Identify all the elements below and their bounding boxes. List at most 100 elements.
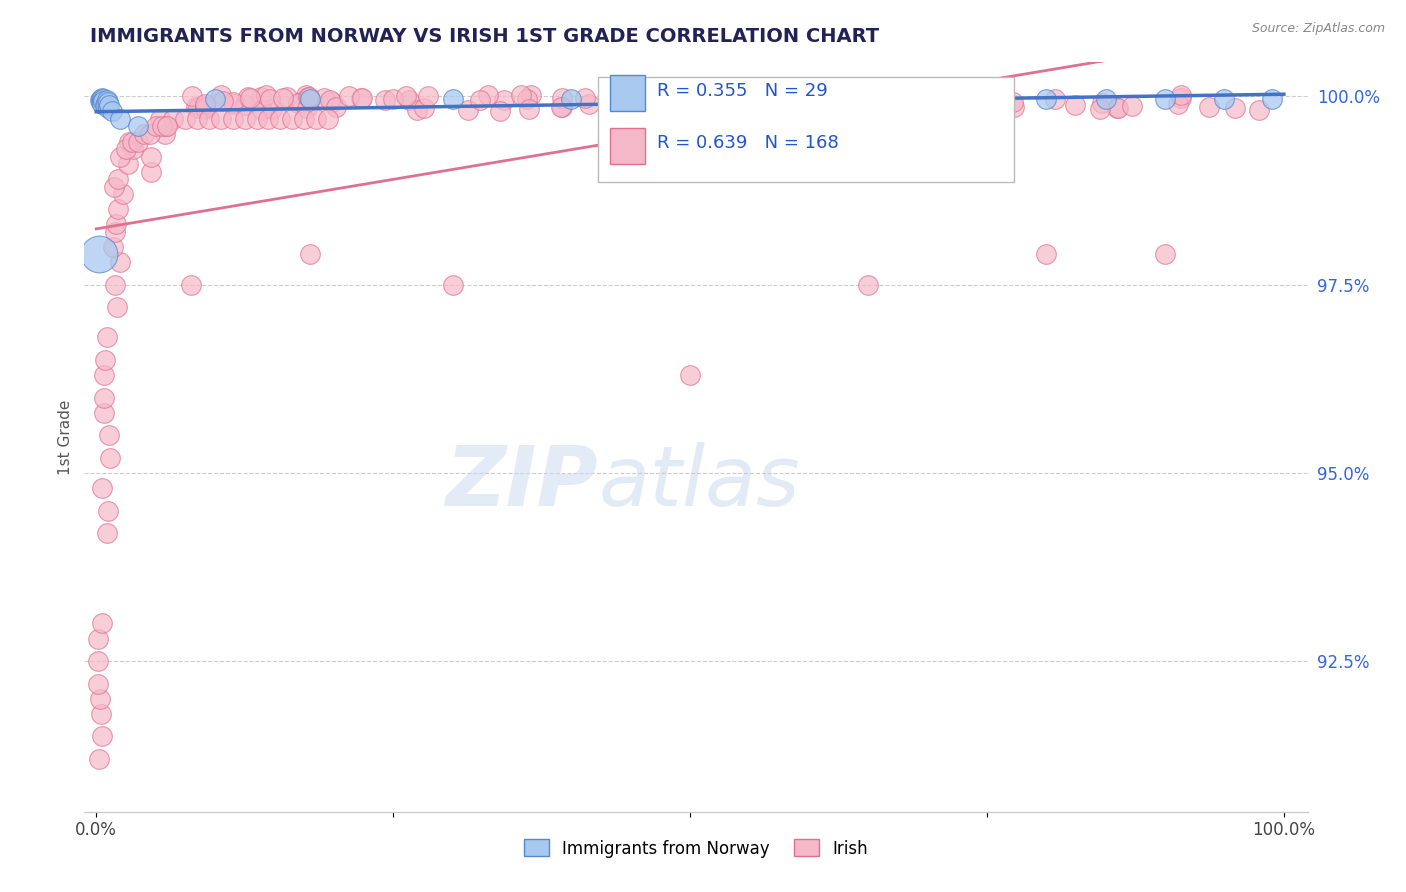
Point xyxy=(250,103,273,117)
Text: Source: ZipAtlas.com: Source: ZipAtlas.com xyxy=(1251,22,1385,36)
Point xyxy=(1154,247,1177,261)
Point xyxy=(117,135,139,149)
Point xyxy=(115,142,138,156)
Point xyxy=(257,112,280,126)
Point xyxy=(1198,100,1220,114)
Point xyxy=(101,240,124,254)
Point xyxy=(108,255,131,269)
Point xyxy=(245,112,267,126)
Point xyxy=(519,87,541,102)
Point xyxy=(1121,99,1143,113)
Point xyxy=(740,88,762,103)
Point xyxy=(98,98,121,112)
Point xyxy=(801,103,824,117)
Point xyxy=(239,91,262,105)
Point xyxy=(1035,247,1057,261)
Point xyxy=(87,676,110,690)
Point xyxy=(187,102,209,116)
Point xyxy=(90,92,112,106)
Point xyxy=(104,225,127,239)
Point xyxy=(350,91,373,105)
Point xyxy=(1043,92,1066,106)
Point xyxy=(398,93,420,107)
Point xyxy=(643,99,665,113)
Point xyxy=(477,87,499,102)
Point xyxy=(298,247,321,261)
Point xyxy=(156,120,179,134)
Point xyxy=(127,135,149,149)
Point xyxy=(797,92,820,106)
Point xyxy=(1170,91,1192,105)
Point xyxy=(824,104,846,119)
Point xyxy=(93,368,115,382)
Point xyxy=(96,93,118,107)
Point xyxy=(1035,92,1057,106)
Point xyxy=(138,127,160,141)
Point xyxy=(917,92,939,106)
Point xyxy=(957,96,980,111)
Point xyxy=(489,103,512,118)
Point xyxy=(194,96,217,111)
Point xyxy=(148,112,170,126)
Point xyxy=(236,90,259,104)
Point xyxy=(260,103,283,117)
Point xyxy=(859,90,882,104)
Point xyxy=(319,93,342,107)
Text: IMMIGRANTS FROM NORWAY VS IRISH 1ST GRADE CORRELATION CHART: IMMIGRANTS FROM NORWAY VS IRISH 1ST GRAD… xyxy=(90,27,880,45)
Point xyxy=(104,277,127,292)
Point xyxy=(145,120,167,134)
Point xyxy=(100,104,122,119)
Point xyxy=(86,632,108,646)
Point xyxy=(626,98,648,112)
Point xyxy=(91,96,114,111)
Point xyxy=(222,112,245,126)
Point xyxy=(139,164,162,178)
Text: atlas: atlas xyxy=(598,442,800,523)
Point xyxy=(105,300,128,314)
Point xyxy=(298,92,321,106)
Point xyxy=(890,93,912,107)
Point xyxy=(457,103,479,117)
Point xyxy=(209,88,232,103)
Point xyxy=(986,87,1008,102)
Point xyxy=(194,102,217,116)
Point xyxy=(209,112,232,126)
Point xyxy=(93,406,115,420)
Point xyxy=(648,87,671,102)
Point xyxy=(287,96,309,111)
Point xyxy=(395,89,418,103)
Point xyxy=(1107,101,1129,115)
Point xyxy=(551,91,574,105)
Point xyxy=(325,100,347,114)
Point xyxy=(316,112,339,126)
Point xyxy=(259,92,281,106)
Point xyxy=(132,127,155,141)
Point xyxy=(98,428,121,442)
Point xyxy=(233,98,256,112)
Point xyxy=(94,96,117,111)
Point xyxy=(416,89,439,103)
Point xyxy=(773,87,796,102)
Point xyxy=(1091,95,1114,110)
Point xyxy=(295,101,318,115)
Point xyxy=(122,142,145,156)
Point xyxy=(492,93,515,107)
Point xyxy=(127,120,149,134)
Point xyxy=(97,503,120,517)
Point xyxy=(853,95,876,109)
Point xyxy=(121,135,143,149)
Point xyxy=(91,91,114,105)
Point xyxy=(103,179,125,194)
Point xyxy=(337,88,360,103)
Point xyxy=(93,92,115,106)
Point xyxy=(776,95,799,110)
Legend: Immigrants from Norway, Irish: Immigrants from Norway, Irish xyxy=(517,832,875,864)
Point xyxy=(254,87,277,102)
Point xyxy=(818,89,841,103)
Point xyxy=(105,218,128,232)
Point xyxy=(509,87,531,102)
Text: ZIP: ZIP xyxy=(446,442,598,523)
Point xyxy=(249,89,271,103)
Point xyxy=(668,93,690,107)
Point xyxy=(890,95,912,110)
